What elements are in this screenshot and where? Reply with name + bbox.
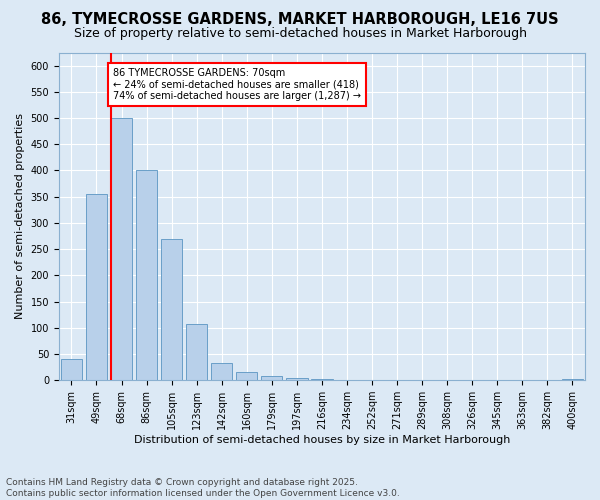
Text: Contains HM Land Registry data © Crown copyright and database right 2025.
Contai: Contains HM Land Registry data © Crown c…	[6, 478, 400, 498]
X-axis label: Distribution of semi-detached houses by size in Market Harborough: Distribution of semi-detached houses by …	[134, 435, 510, 445]
Bar	[562, 379, 583, 380]
Text: 86, TYMECROSSE GARDENS, MARKET HARBOROUGH, LE16 7US: 86, TYMECROSSE GARDENS, MARKET HARBOROUG…	[41, 12, 559, 28]
Bar	[286, 378, 308, 380]
Bar	[61, 359, 82, 380]
Bar	[86, 194, 107, 380]
Bar	[261, 376, 283, 380]
Bar	[236, 372, 257, 380]
Y-axis label: Number of semi-detached properties: Number of semi-detached properties	[15, 114, 25, 320]
Text: Size of property relative to semi-detached houses in Market Harborough: Size of property relative to semi-detach…	[74, 28, 527, 40]
Bar	[136, 170, 157, 380]
Bar	[211, 364, 232, 380]
Text: 86 TYMECROSSE GARDENS: 70sqm
← 24% of semi-detached houses are smaller (418)
74%: 86 TYMECROSSE GARDENS: 70sqm ← 24% of se…	[113, 68, 361, 102]
Bar	[161, 238, 182, 380]
Bar	[186, 324, 208, 380]
Bar	[311, 379, 332, 380]
Bar	[111, 118, 132, 380]
